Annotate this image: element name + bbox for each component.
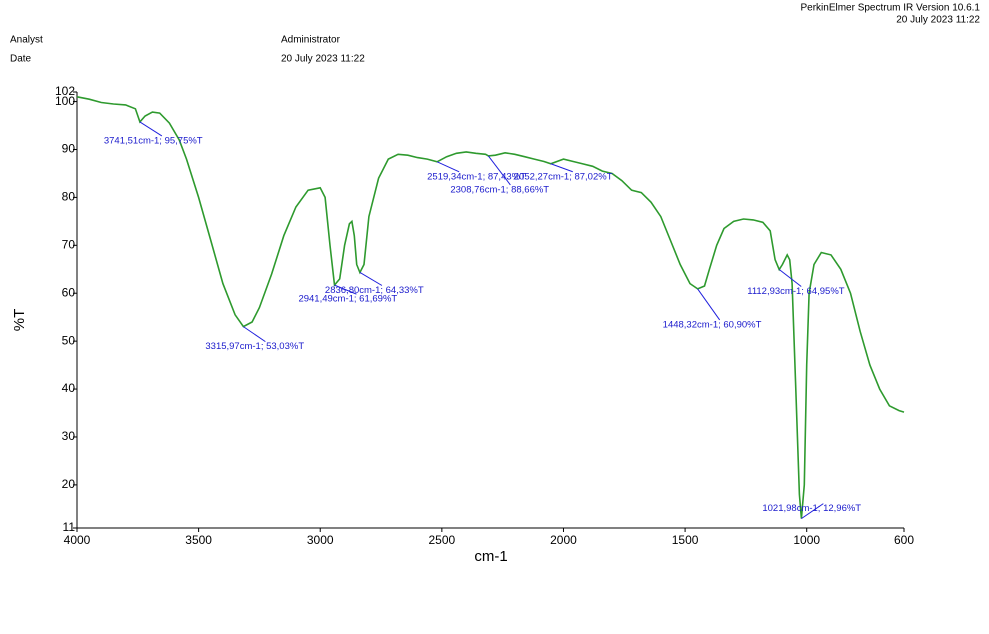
annotation-leader: [243, 327, 265, 342]
y-tick-label: 80: [62, 190, 76, 204]
y-tick-label: 11: [63, 520, 76, 534]
x-tick-label: 4000: [64, 533, 91, 547]
y-tick-label: 60: [62, 285, 76, 299]
annotation: 2308,76cm-1; 88,66%T: [450, 184, 549, 195]
software-date: 20 July 2023 11:22: [896, 15, 980, 26]
annotation: 1021,98cm-1; 12,96%T: [762, 503, 861, 514]
annotation: 3741,51cm-1; 95,75%T: [104, 135, 203, 146]
annotation: 2519,34cm-1; 87,43%T: [427, 171, 526, 182]
x-tick-label: 3500: [185, 533, 212, 547]
y-tick-label: 102: [55, 84, 75, 98]
annotation: 1112,93cm-1; 64,95%T: [747, 286, 845, 297]
annotation: 2052,27cm-1; 87,02%T: [514, 171, 613, 182]
x-tick-label: 1000: [793, 533, 820, 547]
y-tick-label: 20: [62, 477, 76, 491]
x-tick-label: 600: [894, 533, 914, 547]
chart: PerkinElmer Spectrum IR Version 10.6.1 2…: [0, 0, 989, 634]
y-tick-label: 70: [62, 237, 76, 251]
annotation: 1448,32cm-1; 60,90%T: [663, 319, 762, 330]
x-tick-label: 2500: [429, 533, 456, 547]
y-tick-label: 50: [62, 333, 76, 347]
annotation-leader: [698, 289, 720, 320]
annotation: 2836,80cm-1; 64,33%T: [325, 285, 424, 296]
software: PerkinElmer Spectrum IR Version 10.6.1: [800, 3, 980, 14]
x-tick-label: 2000: [550, 533, 577, 547]
date-label: Date: [10, 54, 32, 65]
y-tick-label: 30: [62, 429, 76, 443]
y-axis-label: %T: [11, 309, 28, 332]
annotation-leader: [360, 272, 382, 285]
x-tick-label: 3000: [307, 533, 334, 547]
annotation: 3315,97cm-1; 53,03%T: [205, 341, 304, 352]
analyst-label: Analyst: [10, 35, 43, 46]
analyst: Administrator: [281, 35, 341, 46]
y-tick-label: 40: [62, 381, 76, 395]
date: 20 July 2023 11:22: [281, 54, 365, 65]
y-tick-label: 90: [62, 142, 76, 156]
annotation-leader: [437, 162, 459, 172]
x-tick-label: 1500: [672, 533, 699, 547]
x-axis-label: cm-1: [474, 548, 507, 565]
spectrum-line: [77, 97, 904, 519]
annotation-leader: [140, 122, 162, 136]
